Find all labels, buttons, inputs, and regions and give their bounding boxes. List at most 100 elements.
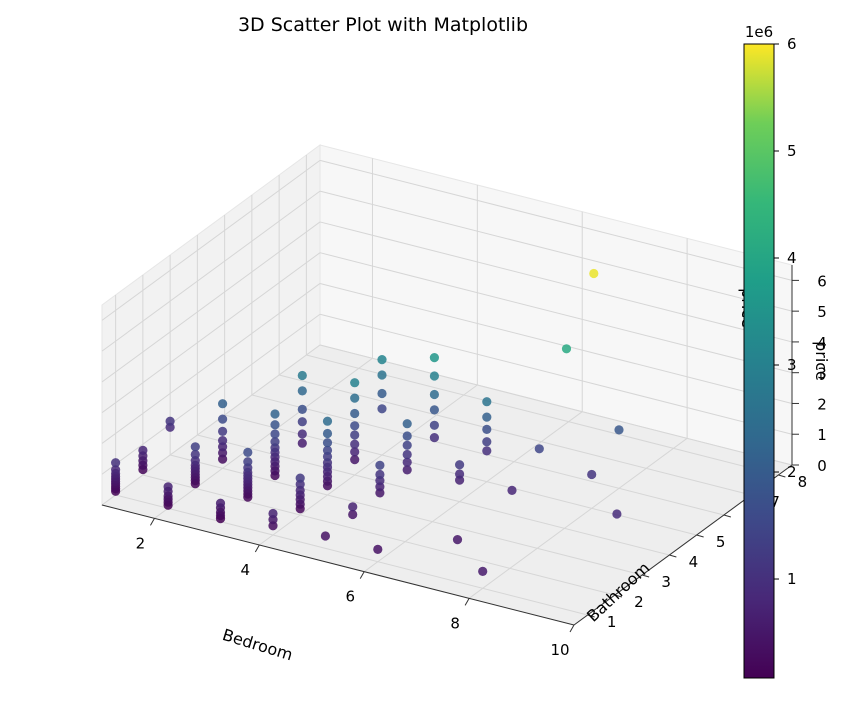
scatter-point <box>350 393 360 403</box>
scatter-point <box>482 424 492 434</box>
scatter-points <box>111 268 756 577</box>
scatter-point <box>218 436 228 446</box>
scatter-point <box>348 509 358 520</box>
scatter-point <box>402 440 412 450</box>
scatter-point <box>377 404 387 414</box>
scatter-point <box>297 438 307 448</box>
scatter-point <box>218 426 228 436</box>
scatter-point <box>429 433 439 443</box>
scatter-point <box>297 417 307 427</box>
scatter-point <box>507 485 517 495</box>
z-tick-label: 2 <box>817 395 827 413</box>
scatter-point <box>268 508 278 519</box>
x-tick-label: 2 <box>136 534 146 552</box>
colorbar-tick-label: 6 <box>787 35 797 53</box>
x-axis-ticks: 2 4 6 8 10 <box>136 518 575 659</box>
z-tick-label: 3 <box>817 365 827 383</box>
scatter-point <box>270 409 280 419</box>
scatter-point <box>534 444 544 454</box>
chart-title: 3D Scatter Plot with Matplotlib <box>238 14 528 36</box>
scatter-point <box>402 449 412 460</box>
colorbar-exponent-label: 1e6 <box>745 23 773 41</box>
scatter-point <box>270 437 280 447</box>
z-tick-label: 6 <box>817 272 827 290</box>
colorbar-ticks: 1 2 3 4 5 6 <box>774 35 797 588</box>
scatter-point <box>165 416 175 426</box>
x-tick-label: 6 <box>345 588 355 606</box>
scatter-point <box>377 388 387 399</box>
scatter-point <box>218 414 228 424</box>
colorbar-tick-label: 1 <box>787 570 797 588</box>
y-tick-label: 8 <box>798 473 808 491</box>
scatter-point <box>561 344 572 354</box>
scatter-point <box>322 428 333 439</box>
scatter-point <box>482 397 492 407</box>
scatter-point <box>402 419 412 429</box>
colorbar: 1 2 3 4 5 6 1e6 price <box>743 23 831 679</box>
y-tick-label: 7 <box>770 493 780 511</box>
scatter-point <box>350 408 360 419</box>
colorbar-tick-label: 3 <box>787 356 797 374</box>
scatter-point <box>297 429 307 439</box>
scatter-point <box>482 412 492 422</box>
y-tick-label: 5 <box>716 533 726 551</box>
z-tick-label: 4 <box>817 334 827 352</box>
scatter-point <box>429 389 439 400</box>
scatter-point <box>614 425 624 435</box>
scatter-point <box>320 531 330 541</box>
colorbar-label: price <box>812 341 831 381</box>
scatter-point <box>163 482 173 492</box>
z-tick-label: 1 <box>817 426 827 444</box>
scatter-point <box>429 420 439 430</box>
scatter-point <box>243 457 253 467</box>
scatter-point <box>377 355 387 365</box>
colorbar-tick-label: 2 <box>787 463 797 481</box>
scatter-point <box>138 445 148 455</box>
scatter-point <box>350 447 360 457</box>
y-tick-label: 3 <box>661 573 671 591</box>
scatter-point <box>455 469 465 479</box>
scatter-point <box>350 378 360 388</box>
x-tick-label: 4 <box>241 561 251 579</box>
z-axis-ticks: 0 1 2 3 4 5 6 <box>792 272 827 475</box>
scatter-point <box>215 498 226 508</box>
colorbar-tick-label: 5 <box>787 142 797 160</box>
scatter-point <box>111 458 121 468</box>
scatter-point <box>373 544 383 555</box>
scatter-point <box>243 447 253 457</box>
scatter-point <box>218 399 228 409</box>
scatter-point <box>270 420 280 430</box>
scatter-point <box>297 404 307 414</box>
x-tick-label: 10 <box>550 641 569 659</box>
scatter-point <box>375 469 385 480</box>
scatter-point <box>452 535 463 545</box>
scatter-point <box>478 566 488 577</box>
scatter-point <box>455 460 465 470</box>
z-tick-label: 5 <box>817 303 827 321</box>
x-axis-label: Bedroom <box>220 625 295 664</box>
scatter-point <box>429 405 439 415</box>
scatter-point <box>589 268 599 279</box>
scatter-point <box>587 469 597 480</box>
scatter-point <box>402 457 412 467</box>
scatter-point <box>429 371 439 381</box>
colorbar-tick-label: 4 <box>787 249 797 267</box>
scatter-point <box>190 442 200 452</box>
scatter-point <box>270 429 280 439</box>
scatter-point <box>297 370 307 381</box>
colorbar-gradient <box>743 43 775 679</box>
scatter-point <box>111 465 121 475</box>
scatter-point <box>482 437 492 447</box>
y-tick-label: 4 <box>689 553 699 571</box>
scatter-point <box>375 460 385 470</box>
z-tick-label: 0 <box>817 457 827 475</box>
y-tick-label: 1 <box>607 613 617 631</box>
y-tick-label: 2 <box>634 593 644 611</box>
scatter-point <box>350 439 360 449</box>
scatter-point <box>350 455 360 465</box>
scatter-point <box>295 473 305 483</box>
scatter-point <box>348 502 358 512</box>
scatter-point <box>402 431 412 441</box>
scatter-point <box>190 449 200 460</box>
